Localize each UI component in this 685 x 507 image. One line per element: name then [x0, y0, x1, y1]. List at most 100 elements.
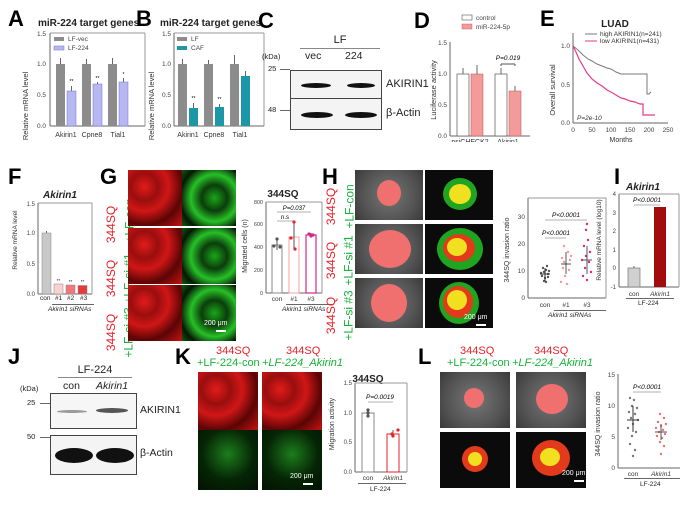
svg-text:Akirin1: Akirin1	[649, 291, 670, 298]
panel-f-group: Akirin1 siRNAs	[48, 306, 92, 313]
svg-text:P=0.037: P=0.037	[283, 206, 306, 212]
svg-text:con: con	[540, 302, 551, 309]
panel-label-i: I	[614, 164, 621, 189]
panel-g-group: Akirin1 siRNAs	[282, 306, 326, 313]
panel-b-title: miR-224 target genes	[160, 18, 262, 29]
svg-text:1.0: 1.0	[344, 411, 353, 417]
panel-l-col-2-red: 344SQ	[534, 345, 569, 357]
panel-l-image-con-bf	[440, 372, 510, 428]
panel-k-col-2-red: 344SQ	[286, 345, 321, 357]
svg-text:**: **	[218, 97, 222, 103]
svg-text:0.0: 0.0	[561, 120, 570, 127]
svg-text:1.0: 1.0	[561, 43, 570, 50]
svg-text:Overall survival: Overall survival	[548, 64, 557, 116]
svg-text:P<0.0001: P<0.0001	[552, 212, 580, 219]
blot-j-kda: (kDa)	[20, 384, 39, 393]
panel-label-k: K	[175, 344, 191, 369]
svg-text:0: 0	[571, 127, 575, 134]
panel-k-col-1-red: 344SQ	[216, 345, 251, 357]
panel-h-image-2	[355, 224, 493, 274]
panel-f-chart: Relative mRNA level 0.0 0.5 1.0 1.5 ** ** *…	[12, 202, 93, 298]
svg-text:4: 4	[613, 192, 617, 198]
svg-text:1.5: 1.5	[162, 31, 171, 38]
svg-text:10: 10	[518, 268, 526, 275]
svg-text:*: *	[123, 72, 125, 78]
blot-c-group: LF	[333, 34, 347, 46]
svg-text:0.5: 0.5	[344, 440, 353, 446]
panel-l-col-1-red: 344SQ	[460, 345, 495, 357]
panel-k-image-akirin1	[262, 372, 322, 490]
panel-k-scale-bar: 200 μm	[290, 473, 314, 480]
blot-c-label-actin: β-Actin	[386, 107, 421, 119]
svg-text:0.5: 0.5	[162, 92, 171, 99]
blot-c-marker-48: 48	[268, 105, 277, 114]
panel-g-image-3	[128, 285, 236, 341]
svg-text:2: 2	[613, 229, 617, 235]
panel-a-chart: Relative mRNA level 0.00.51.01.5 LF-vec …	[21, 31, 146, 140]
svg-text:Cpne8: Cpne8	[82, 132, 103, 139]
panel-label-l: L	[418, 344, 432, 369]
svg-text:150: 150	[625, 127, 636, 134]
panel-label-h: H	[322, 164, 338, 189]
panel-l-image-akirin1-bf	[516, 372, 586, 428]
svg-text:P=0.0019: P=0.0019	[366, 394, 394, 401]
svg-text:**: **	[70, 79, 74, 85]
panel-a-ylabel: Relative mRNA level	[21, 71, 30, 140]
svg-text:50: 50	[588, 127, 596, 134]
panel-e-km-plot: Overall survival 0.0 0.5 1.0 0 50 100 150 200 2…	[548, 31, 674, 144]
svg-text:Migrated cells (n): Migrated cells (n)	[242, 219, 249, 273]
svg-text:LF-224: LF-224	[68, 45, 89, 52]
panel-h-scatter: 344SQ invasion ratio 0 10 20 30 P<0.0001 P<…	[504, 197, 607, 309]
svg-text:con: con	[363, 475, 374, 482]
panel-g-chart-title: 344SQ	[267, 189, 299, 200]
svg-text:Tial1: Tial1	[233, 132, 248, 139]
blot-c-akirin1	[290, 70, 382, 102]
svg-text:P<0.0001: P<0.0001	[633, 384, 661, 391]
svg-text:0.0: 0.0	[162, 123, 171, 130]
svg-text:Luciferase activity: Luciferase activity	[430, 60, 438, 120]
blot-c-actin	[290, 98, 382, 130]
svg-text:800: 800	[254, 200, 263, 206]
panel-l-col-1-green: +LF-224-con	[447, 357, 510, 369]
svg-text:Months: Months	[610, 137, 633, 144]
panel-k-chart: Migration activity 0.0 0.5 1.0 1.5 P=0.0019…	[329, 381, 408, 482]
panel-i-chart: Relative mRNA level (log10) -1 0 1 2 3 4 P<0.…	[596, 192, 680, 298]
panel-h-image-1	[355, 170, 493, 220]
svg-text:0.0: 0.0	[344, 470, 353, 476]
panel-k-col-2-green: +LF-224_Akirin1	[262, 357, 344, 369]
svg-text:Cpne8: Cpne8	[204, 132, 225, 139]
panel-g-chart: Migrated cells (n) 0 200 400 600 800 P=0.037…	[242, 200, 323, 303]
svg-text:400: 400	[254, 245, 263, 251]
svg-text:high AKIRIN1(n=241): high AKIRIN1(n=241)	[600, 31, 662, 38]
svg-text:1.0: 1.0	[438, 71, 447, 78]
blot-j-actin	[50, 435, 137, 475]
panel-l-col-2-green: +LF-224_Akirin1	[512, 357, 594, 369]
svg-text:con: con	[628, 471, 639, 478]
svg-text:0: 0	[613, 266, 617, 272]
svg-text:250: 250	[663, 127, 674, 134]
svg-text:Akirin1: Akirin1	[55, 132, 77, 139]
svg-text:1.0: 1.0	[37, 61, 46, 68]
svg-text:#3: #3	[307, 296, 315, 303]
svg-text:Akirin1: Akirin1	[177, 132, 199, 139]
svg-text:0.5: 0.5	[561, 82, 570, 89]
panel-h-scale-bar: 200 μm	[464, 314, 488, 321]
blot-j-label-actin: β-Actin	[140, 447, 173, 459]
svg-text:Akirin1: Akirin1	[382, 475, 403, 482]
svg-text:con: con	[629, 291, 640, 298]
svg-text:Relative mRNA level: Relative mRNA level	[12, 210, 19, 270]
svg-text:1.5: 1.5	[438, 40, 447, 47]
panel-l-image-akirin1-fl	[516, 432, 586, 488]
panel-k-group: LF-224	[370, 486, 391, 493]
panel-l-image-con-fl	[440, 432, 510, 488]
panel-f-title: Akirin1	[43, 190, 77, 201]
svg-text:miR-224-5p: miR-224-5p	[476, 24, 510, 31]
svg-text:10: 10	[608, 403, 616, 410]
svg-text:0.5: 0.5	[27, 262, 36, 268]
blot-c-lane-1: vec	[305, 50, 322, 62]
panel-k-image-con	[198, 372, 258, 490]
svg-text:#1: #1	[290, 296, 298, 303]
panel-l-scatter: 344SQ invasion ratio 0 5 10 15 P<0.0001 con…	[595, 372, 680, 478]
blot-c-marker-25: 25	[268, 64, 277, 73]
panel-g-image-1	[128, 170, 236, 226]
